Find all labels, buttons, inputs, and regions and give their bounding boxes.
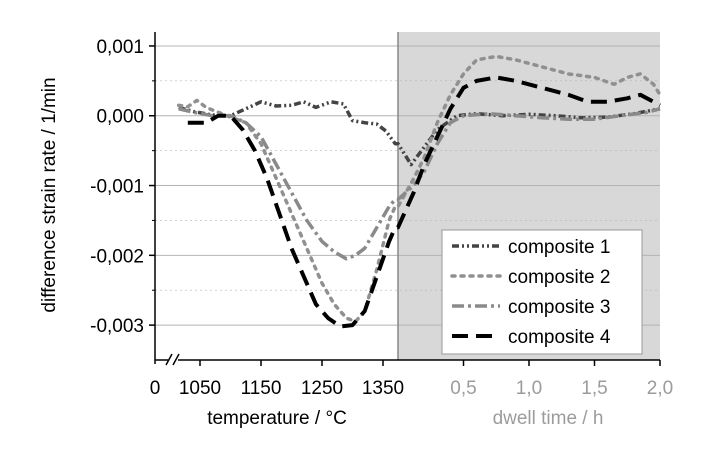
x-ticks: 1050 1150 1250 1350 0,5 1,0 1,5 2,0 bbox=[179, 360, 673, 399]
x-tick-label-dwell: 1,5 bbox=[581, 378, 607, 399]
x-tick-label-temperature: 1150 bbox=[241, 378, 282, 399]
x-tick-label-temperature: 1250 bbox=[301, 378, 343, 399]
legend-label: composite 3 bbox=[508, 297, 610, 318]
y-tick-label: -0,001 bbox=[90, 177, 144, 198]
y-tick-label: -0,002 bbox=[90, 246, 144, 267]
series-line-composite-4 bbox=[187, 75, 661, 329]
x-axis-label-dwell: dwell time / h bbox=[493, 408, 604, 429]
x-axis-label-temperature: temperature / °C bbox=[207, 408, 347, 429]
legend-label: composite 1 bbox=[508, 237, 610, 258]
x-tick-label-temperature: 1050 bbox=[179, 378, 221, 399]
legend-box bbox=[441, 229, 643, 355]
series-line-composite-3 bbox=[178, 107, 661, 261]
legend-label: composite 4 bbox=[508, 327, 611, 348]
x-tick-label-dwell: 1,0 bbox=[516, 378, 542, 399]
series-group bbox=[176, 54, 662, 329]
axis-break-mark bbox=[165, 353, 173, 366]
x-tick-label-dwell: 2,0 bbox=[647, 378, 673, 399]
y-ticks: 0,001 0,000 -0,001 -0,002 -0,003 bbox=[90, 37, 155, 337]
x-origin-label: 0 bbox=[150, 378, 161, 399]
legend: composite 1 composite 2 composite 3 composi… bbox=[441, 229, 643, 355]
y-tick-label: 0,001 bbox=[96, 37, 144, 58]
axis-break bbox=[165, 353, 180, 366]
x-tick-label-dwell: 0,5 bbox=[450, 378, 476, 399]
series-line-composite-2 bbox=[176, 54, 662, 324]
y-tick-label: 0,000 bbox=[96, 107, 144, 128]
x-tick-label-temperature: 1350 bbox=[362, 378, 404, 399]
legend-label: composite 2 bbox=[508, 267, 610, 288]
y-axis-label: difference strain rate / 1/min bbox=[39, 77, 60, 312]
series-line-composite-1 bbox=[178, 100, 661, 167]
y-tick-label: -0,003 bbox=[90, 316, 144, 337]
axis-break-mark bbox=[172, 353, 180, 366]
